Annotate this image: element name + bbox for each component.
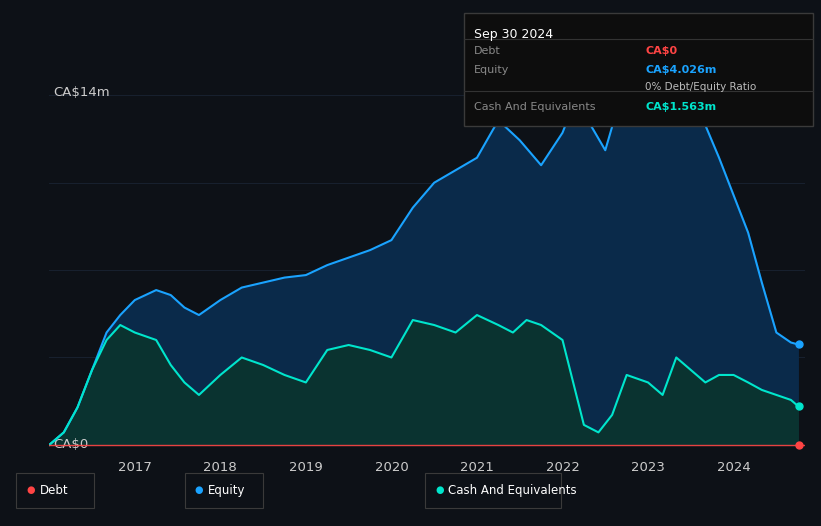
- Text: Cash And Equivalents: Cash And Equivalents: [448, 484, 577, 497]
- Text: Equity: Equity: [208, 484, 245, 497]
- Text: Sep 30 2024: Sep 30 2024: [474, 28, 553, 41]
- Text: 0% Debt/Equity Ratio: 0% Debt/Equity Ratio: [645, 82, 757, 92]
- Text: CA$1.563m: CA$1.563m: [645, 102, 717, 112]
- Text: ●: ●: [26, 485, 34, 495]
- Text: CA$14m: CA$14m: [53, 86, 110, 99]
- Text: Cash And Equivalents: Cash And Equivalents: [474, 102, 595, 112]
- Text: CA$0: CA$0: [53, 438, 89, 451]
- Text: ●: ●: [435, 485, 443, 495]
- Text: CA$0: CA$0: [645, 46, 677, 56]
- Text: Equity: Equity: [474, 65, 509, 75]
- Text: ●: ●: [195, 485, 203, 495]
- Text: Debt: Debt: [474, 46, 501, 56]
- Text: Debt: Debt: [39, 484, 68, 497]
- Text: CA$4.026m: CA$4.026m: [645, 65, 717, 75]
